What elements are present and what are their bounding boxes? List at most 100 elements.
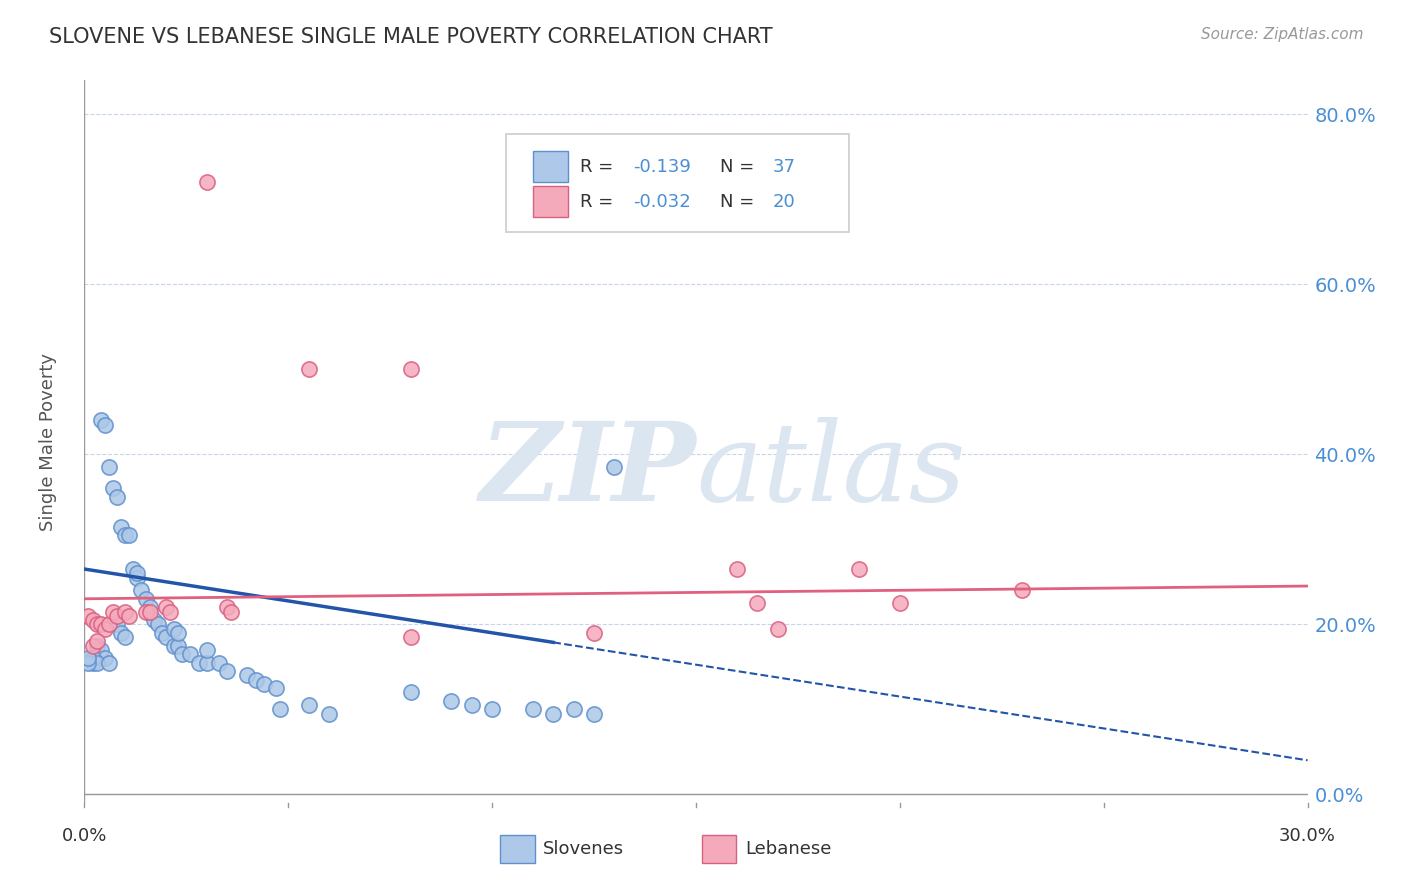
Point [298, 362, 321, 376]
Point [163, 639, 186, 653]
Point [217, 664, 239, 678]
Point [86, 639, 108, 653]
Point [187, 656, 209, 670]
Text: Single Male Poverty: Single Male Poverty [38, 352, 56, 531]
Point [269, 702, 291, 716]
Point [725, 562, 748, 576]
Point [114, 605, 136, 619]
Point [77, 608, 100, 623]
Point [399, 685, 422, 699]
Point [747, 596, 769, 610]
Point [440, 694, 463, 708]
Point [167, 625, 190, 640]
Point [236, 668, 259, 682]
Point [848, 562, 870, 576]
Point [86, 656, 108, 670]
Point [562, 702, 585, 716]
Point [93, 651, 115, 665]
Point [522, 702, 544, 716]
Point [399, 362, 422, 376]
Point [195, 656, 218, 670]
Point [97, 617, 120, 632]
Point [77, 651, 100, 665]
Text: 37: 37 [773, 158, 796, 176]
Point [172, 647, 194, 661]
Point [82, 613, 104, 627]
Text: R =: R = [579, 193, 619, 211]
Point [114, 528, 136, 542]
Point [105, 608, 128, 623]
Point [219, 605, 242, 619]
Point [101, 481, 124, 495]
Point [135, 591, 157, 606]
Point [179, 647, 201, 661]
Point [543, 706, 565, 721]
Point [159, 605, 181, 619]
Point [90, 642, 112, 657]
Point [127, 566, 149, 581]
Point [583, 625, 606, 640]
Point [167, 639, 190, 653]
FancyBboxPatch shape [533, 186, 568, 217]
Point [399, 630, 422, 644]
Point [82, 656, 104, 670]
Point [318, 706, 340, 721]
Text: -0.032: -0.032 [634, 193, 692, 211]
Point [253, 677, 276, 691]
Point [101, 605, 124, 619]
Point [264, 681, 287, 695]
Point [163, 622, 186, 636]
Text: 20: 20 [773, 193, 796, 211]
Text: -0.139: -0.139 [634, 158, 692, 176]
Point [82, 651, 104, 665]
Point [114, 630, 136, 644]
Text: Lebanese: Lebanese [745, 840, 831, 858]
Point [118, 608, 141, 623]
FancyBboxPatch shape [702, 835, 737, 863]
Point [150, 625, 173, 640]
Point [195, 642, 218, 657]
Point [481, 702, 503, 716]
Text: Slovenes: Slovenes [543, 840, 624, 858]
Point [77, 656, 100, 670]
Point [110, 625, 132, 640]
Point [90, 617, 112, 632]
Point [122, 562, 145, 576]
Point [131, 583, 153, 598]
Point [127, 570, 149, 584]
Point [90, 413, 112, 427]
FancyBboxPatch shape [501, 835, 534, 863]
Point [155, 600, 177, 615]
Point [93, 417, 115, 432]
Text: N =: N = [720, 158, 761, 176]
Text: 30.0%: 30.0% [1279, 827, 1336, 845]
Point [766, 622, 789, 636]
Point [1011, 583, 1033, 598]
FancyBboxPatch shape [506, 135, 849, 232]
Point [142, 613, 165, 627]
Point [97, 656, 120, 670]
Point [118, 528, 141, 542]
Point [146, 617, 169, 632]
Text: N =: N = [720, 193, 761, 211]
Point [155, 630, 177, 644]
Text: 0.0%: 0.0% [62, 827, 107, 845]
Point [461, 698, 484, 712]
Point [583, 706, 606, 721]
Point [245, 673, 267, 687]
Point [135, 605, 157, 619]
Text: Source: ZipAtlas.com: Source: ZipAtlas.com [1201, 27, 1364, 42]
Point [217, 600, 239, 615]
Text: ZIP: ZIP [479, 417, 696, 524]
Point [86, 634, 108, 648]
Point [195, 175, 218, 189]
Point [97, 460, 120, 475]
Point [603, 460, 626, 475]
Point [138, 600, 160, 615]
Point [138, 605, 160, 619]
Point [105, 490, 128, 504]
Point [298, 698, 321, 712]
Text: SLOVENE VS LEBANESE SINGLE MALE POVERTY CORRELATION CHART: SLOVENE VS LEBANESE SINGLE MALE POVERTY … [49, 27, 773, 46]
Point [889, 596, 911, 610]
Point [208, 656, 231, 670]
